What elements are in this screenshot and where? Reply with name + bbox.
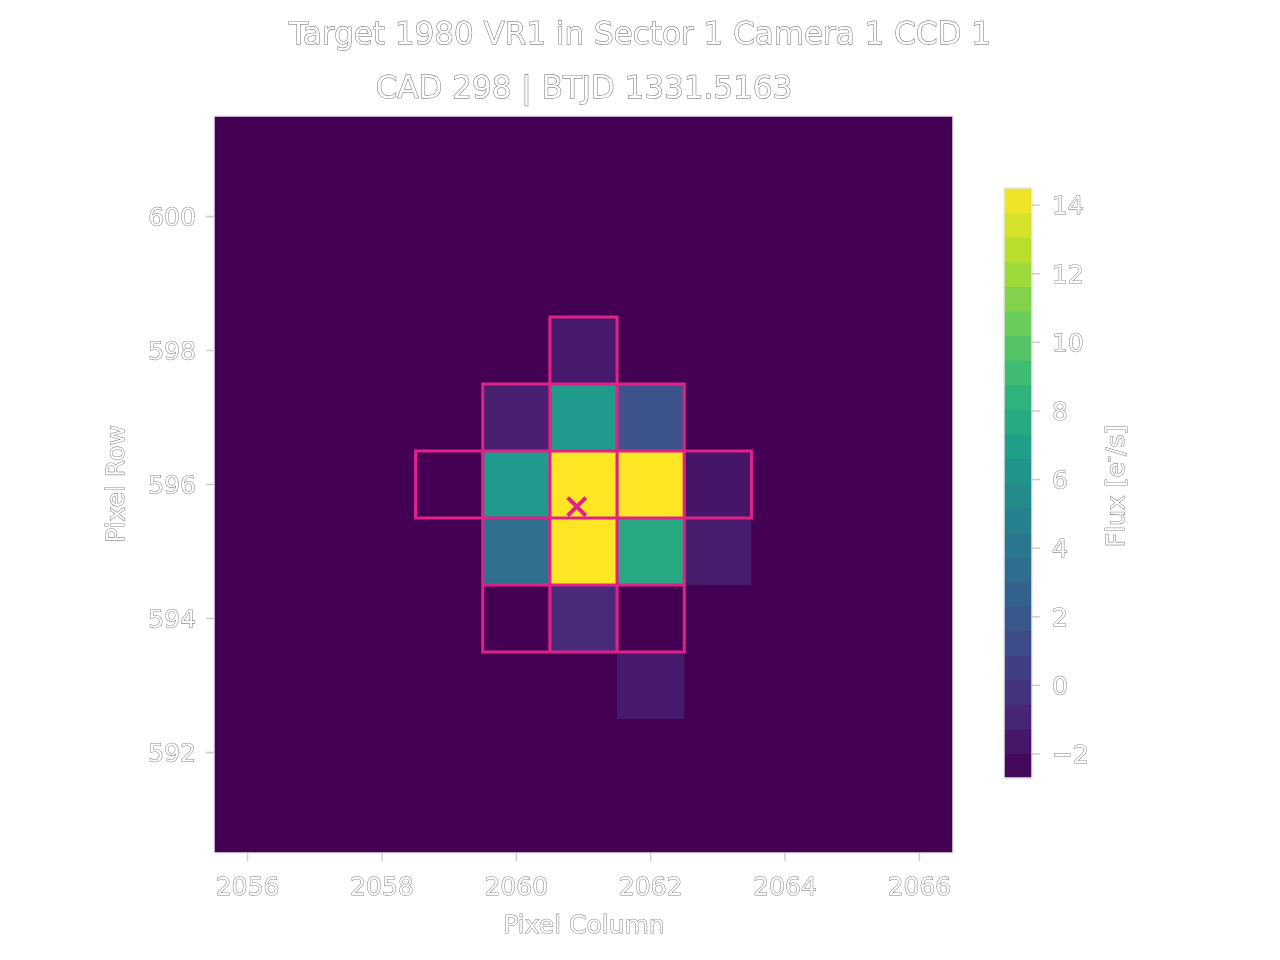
- heatmap-pixel: [684, 451, 752, 518]
- y-axis: 592 594 596 598 600: [148, 202, 214, 768]
- colorbar-segment: [1004, 212, 1032, 238]
- colorbar-segment: [1004, 335, 1032, 361]
- y-axis-label: Pixel Row: [101, 425, 130, 543]
- colorbar-tick-label: 10: [1052, 328, 1084, 357]
- y-tick-label: 592: [148, 739, 196, 768]
- colorbar-segment: [1004, 728, 1032, 755]
- aperture-pixel-outline: [615, 583, 686, 654]
- chart-title: Target 1980 VR1 in Sector 1 Camera 1 CCD…: [288, 16, 991, 52]
- heatmap-pixel: [549, 384, 618, 451]
- colorbar-tick-label: −2: [1052, 740, 1089, 769]
- x-axis-label: Pixel Column: [503, 910, 665, 939]
- heatmap-pixel: [482, 518, 550, 585]
- colorbar-segment: [1004, 261, 1032, 287]
- heatmap-pixel: [415, 451, 483, 518]
- colorbar-tick-label: 6: [1052, 466, 1068, 495]
- heatmap-pixel: [549, 518, 618, 585]
- target-marker: [566, 496, 588, 518]
- chart-subtitle: CAD 298 | BTJD 1331.5163: [376, 70, 793, 106]
- heatmap-pixel: [482, 384, 550, 451]
- colorbar-segment: [1004, 630, 1032, 656]
- colorbar-segment: [1004, 310, 1032, 337]
- heatmap-pixel: [549, 317, 618, 384]
- heatmap-pixel: [617, 518, 685, 585]
- x-tick-label: 2058: [350, 872, 414, 901]
- x-tick-label: 2064: [753, 872, 817, 901]
- heatmap-pixel: [684, 518, 752, 585]
- colorbar-segment: [1004, 409, 1032, 435]
- heatmap-pixel: [549, 451, 618, 518]
- x-tick-label: 2066: [888, 872, 952, 901]
- plot-area: [213, 115, 954, 854]
- colorbar-segment: [1004, 237, 1032, 263]
- heatmap-pixel: [617, 451, 685, 518]
- colorbar-segment: [1004, 360, 1032, 386]
- colorbar-segment: [1004, 384, 1032, 410]
- colorbar-label: Flux [e-/s]: [1099, 425, 1130, 547]
- x-tick-label: 2056: [216, 872, 280, 901]
- x-axis: 2056 2058 2060 2062 2064 2066: [215, 853, 952, 901]
- heatmap-pixel: [549, 585, 618, 652]
- colorbar-segment: [1004, 433, 1032, 460]
- colorbar-segment: [1004, 581, 1032, 607]
- colorbar-tick-label: 12: [1052, 260, 1084, 289]
- y-tick-label: 600: [148, 203, 196, 232]
- colorbar-segment: [1004, 286, 1032, 312]
- colorbar-segment: [1004, 556, 1032, 582]
- heatmap-pixel: [482, 585, 550, 652]
- y-tick-label: 598: [148, 337, 196, 366]
- x-tick-label: 2060: [485, 872, 549, 901]
- colorbar-tick-label: 4: [1052, 534, 1068, 563]
- colorbar-segment: [1004, 679, 1032, 705]
- heatmap-pixel: [617, 585, 685, 652]
- x-tick-label: 2062: [619, 872, 683, 901]
- y-tick-label: 596: [148, 471, 196, 500]
- y-tick-label: 594: [148, 605, 196, 634]
- colorbar-tick-label: 2: [1052, 603, 1068, 632]
- colorbar-segment: [1004, 507, 1032, 533]
- colorbar-tick-label: 0: [1052, 671, 1068, 700]
- colorbar-segment: [1004, 704, 1032, 730]
- colorbar-tick-label: 8: [1052, 397, 1068, 426]
- colorbar-segment: [1004, 605, 1032, 632]
- colorbar-segment: [1004, 753, 1032, 779]
- heatmap-pixel: [482, 451, 550, 518]
- colorbar-segment: [1004, 458, 1032, 484]
- heatmap-pixel: [617, 384, 685, 451]
- colorbar: 14 12 10 8 6 4 2 0 −2: [1003, 187, 1089, 779]
- colorbar-segment: [1004, 483, 1032, 509]
- colorbar-segment: [1004, 655, 1032, 681]
- colorbar-segment: [1004, 188, 1032, 214]
- colorbar-segment: [1004, 532, 1032, 558]
- colorbar-tick-label: 14: [1052, 191, 1084, 220]
- aperture-pixel-outline: [682, 449, 753, 520]
- heatmap-pixel: [617, 652, 685, 719]
- colorbar-frame: [1003, 187, 1033, 779]
